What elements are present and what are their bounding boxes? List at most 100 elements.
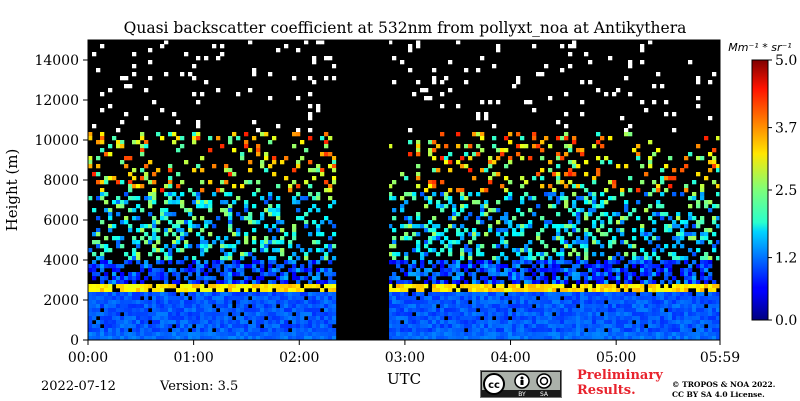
heatmap-cell bbox=[540, 308, 545, 313]
heatmap-cell bbox=[556, 276, 561, 281]
heatmap-cell bbox=[324, 76, 329, 81]
heatmap-cell bbox=[588, 328, 593, 333]
heatmap-cell bbox=[120, 316, 125, 321]
heatmap-cell bbox=[532, 308, 537, 313]
heatmap-cell bbox=[284, 276, 289, 281]
heatmap-cell bbox=[672, 308, 677, 313]
heatmap-cell bbox=[640, 304, 645, 309]
heatmap-cell bbox=[204, 320, 209, 325]
heatmap-cell bbox=[564, 144, 569, 149]
heatmap-cell bbox=[332, 164, 337, 169]
heatmap-cell bbox=[332, 180, 337, 185]
heatmap-cell bbox=[140, 176, 145, 181]
heatmap-cell bbox=[404, 328, 409, 333]
heatmap-cell bbox=[572, 324, 577, 329]
heatmap-cell bbox=[596, 336, 601, 341]
heatmap-cell bbox=[236, 228, 241, 233]
heatmap-cell bbox=[424, 336, 429, 341]
heatmap-cell bbox=[232, 244, 237, 249]
heatmap-cell bbox=[104, 192, 109, 197]
heatmap-cell bbox=[228, 212, 233, 217]
heatmap-cell bbox=[552, 300, 557, 305]
heatmap-cell bbox=[292, 284, 297, 289]
heatmap-cell bbox=[564, 184, 569, 189]
heatmap-cell bbox=[716, 320, 721, 325]
heatmap-cell bbox=[280, 320, 285, 325]
y-tick-label: 10000 bbox=[34, 133, 79, 149]
heatmap-cell bbox=[400, 236, 405, 241]
heatmap-cell bbox=[540, 312, 545, 317]
heatmap-cell bbox=[640, 48, 645, 53]
heatmap-cell bbox=[232, 272, 237, 277]
heatmap-cell bbox=[228, 284, 233, 289]
heatmap-cell bbox=[600, 288, 605, 293]
heatmap-cell bbox=[588, 324, 593, 329]
heatmap-cell bbox=[324, 152, 329, 157]
heatmap-cell bbox=[588, 284, 593, 289]
heatmap-cell bbox=[416, 284, 421, 289]
heatmap-cell bbox=[200, 316, 205, 321]
heatmap-cell bbox=[176, 328, 181, 333]
heatmap-cell bbox=[536, 324, 541, 329]
heatmap-cell bbox=[184, 300, 189, 305]
heatmap-cell bbox=[404, 232, 409, 237]
heatmap-cell bbox=[216, 320, 221, 325]
chart-title: Quasi backscatter coefficient at 532nm f… bbox=[124, 19, 687, 37]
heatmap-cell bbox=[648, 304, 653, 309]
heatmap-cell bbox=[288, 332, 293, 337]
heatmap-cell bbox=[124, 276, 129, 281]
heatmap-cell bbox=[552, 264, 557, 269]
heatmap-cell bbox=[456, 268, 461, 273]
heatmap-cell bbox=[432, 224, 437, 229]
heatmap-cell bbox=[168, 324, 173, 329]
heatmap-cell bbox=[180, 228, 185, 233]
heatmap-cell bbox=[552, 316, 557, 321]
heatmap-cell bbox=[220, 208, 225, 213]
heatmap-cell bbox=[296, 276, 301, 281]
heatmap-cell bbox=[692, 260, 697, 265]
heatmap-cell bbox=[296, 328, 301, 333]
heatmap-cell bbox=[568, 244, 573, 249]
heatmap-cell bbox=[512, 296, 517, 301]
heatmap-cell bbox=[464, 320, 469, 325]
heatmap-cell bbox=[636, 308, 641, 313]
heatmap-cell bbox=[268, 300, 273, 305]
heatmap-cell bbox=[264, 332, 269, 337]
heatmap-cell bbox=[556, 312, 561, 317]
heatmap-cell bbox=[160, 136, 165, 141]
heatmap-cell bbox=[144, 140, 149, 145]
heatmap-cell bbox=[596, 228, 601, 233]
heatmap-cell bbox=[468, 304, 473, 309]
heatmap-cell bbox=[112, 316, 117, 321]
heatmap-cell bbox=[160, 108, 165, 113]
heatmap-cell bbox=[552, 308, 557, 313]
heatmap-cell bbox=[676, 336, 681, 341]
heatmap-cell bbox=[656, 316, 661, 321]
heatmap-cell bbox=[556, 176, 561, 181]
heatmap-cell bbox=[284, 316, 289, 321]
heatmap-cell bbox=[716, 308, 721, 313]
heatmap-cell bbox=[668, 296, 673, 301]
heatmap-cell bbox=[548, 196, 553, 201]
heatmap-cell bbox=[232, 248, 237, 253]
heatmap-cell bbox=[128, 228, 133, 233]
heatmap-cell bbox=[600, 200, 605, 205]
heatmap-cell bbox=[468, 240, 473, 245]
heatmap-cell bbox=[132, 196, 137, 201]
heatmap-cell bbox=[192, 76, 197, 81]
heatmap-cell bbox=[276, 276, 281, 281]
heatmap-cell bbox=[500, 316, 505, 321]
heatmap-cell bbox=[140, 320, 145, 325]
heatmap-cell bbox=[316, 168, 321, 173]
heatmap-cell bbox=[400, 312, 405, 317]
heatmap-cell bbox=[316, 284, 321, 289]
heatmap-cell bbox=[324, 328, 329, 333]
heatmap-cell bbox=[180, 180, 185, 185]
heatmap-cell bbox=[484, 232, 489, 237]
heatmap-cell bbox=[188, 208, 193, 213]
heatmap-cell bbox=[332, 308, 337, 313]
heatmap-cell bbox=[544, 268, 549, 273]
heatmap-cell bbox=[320, 268, 325, 273]
heatmap-cell bbox=[716, 256, 721, 261]
heatmap-cell bbox=[620, 284, 625, 289]
